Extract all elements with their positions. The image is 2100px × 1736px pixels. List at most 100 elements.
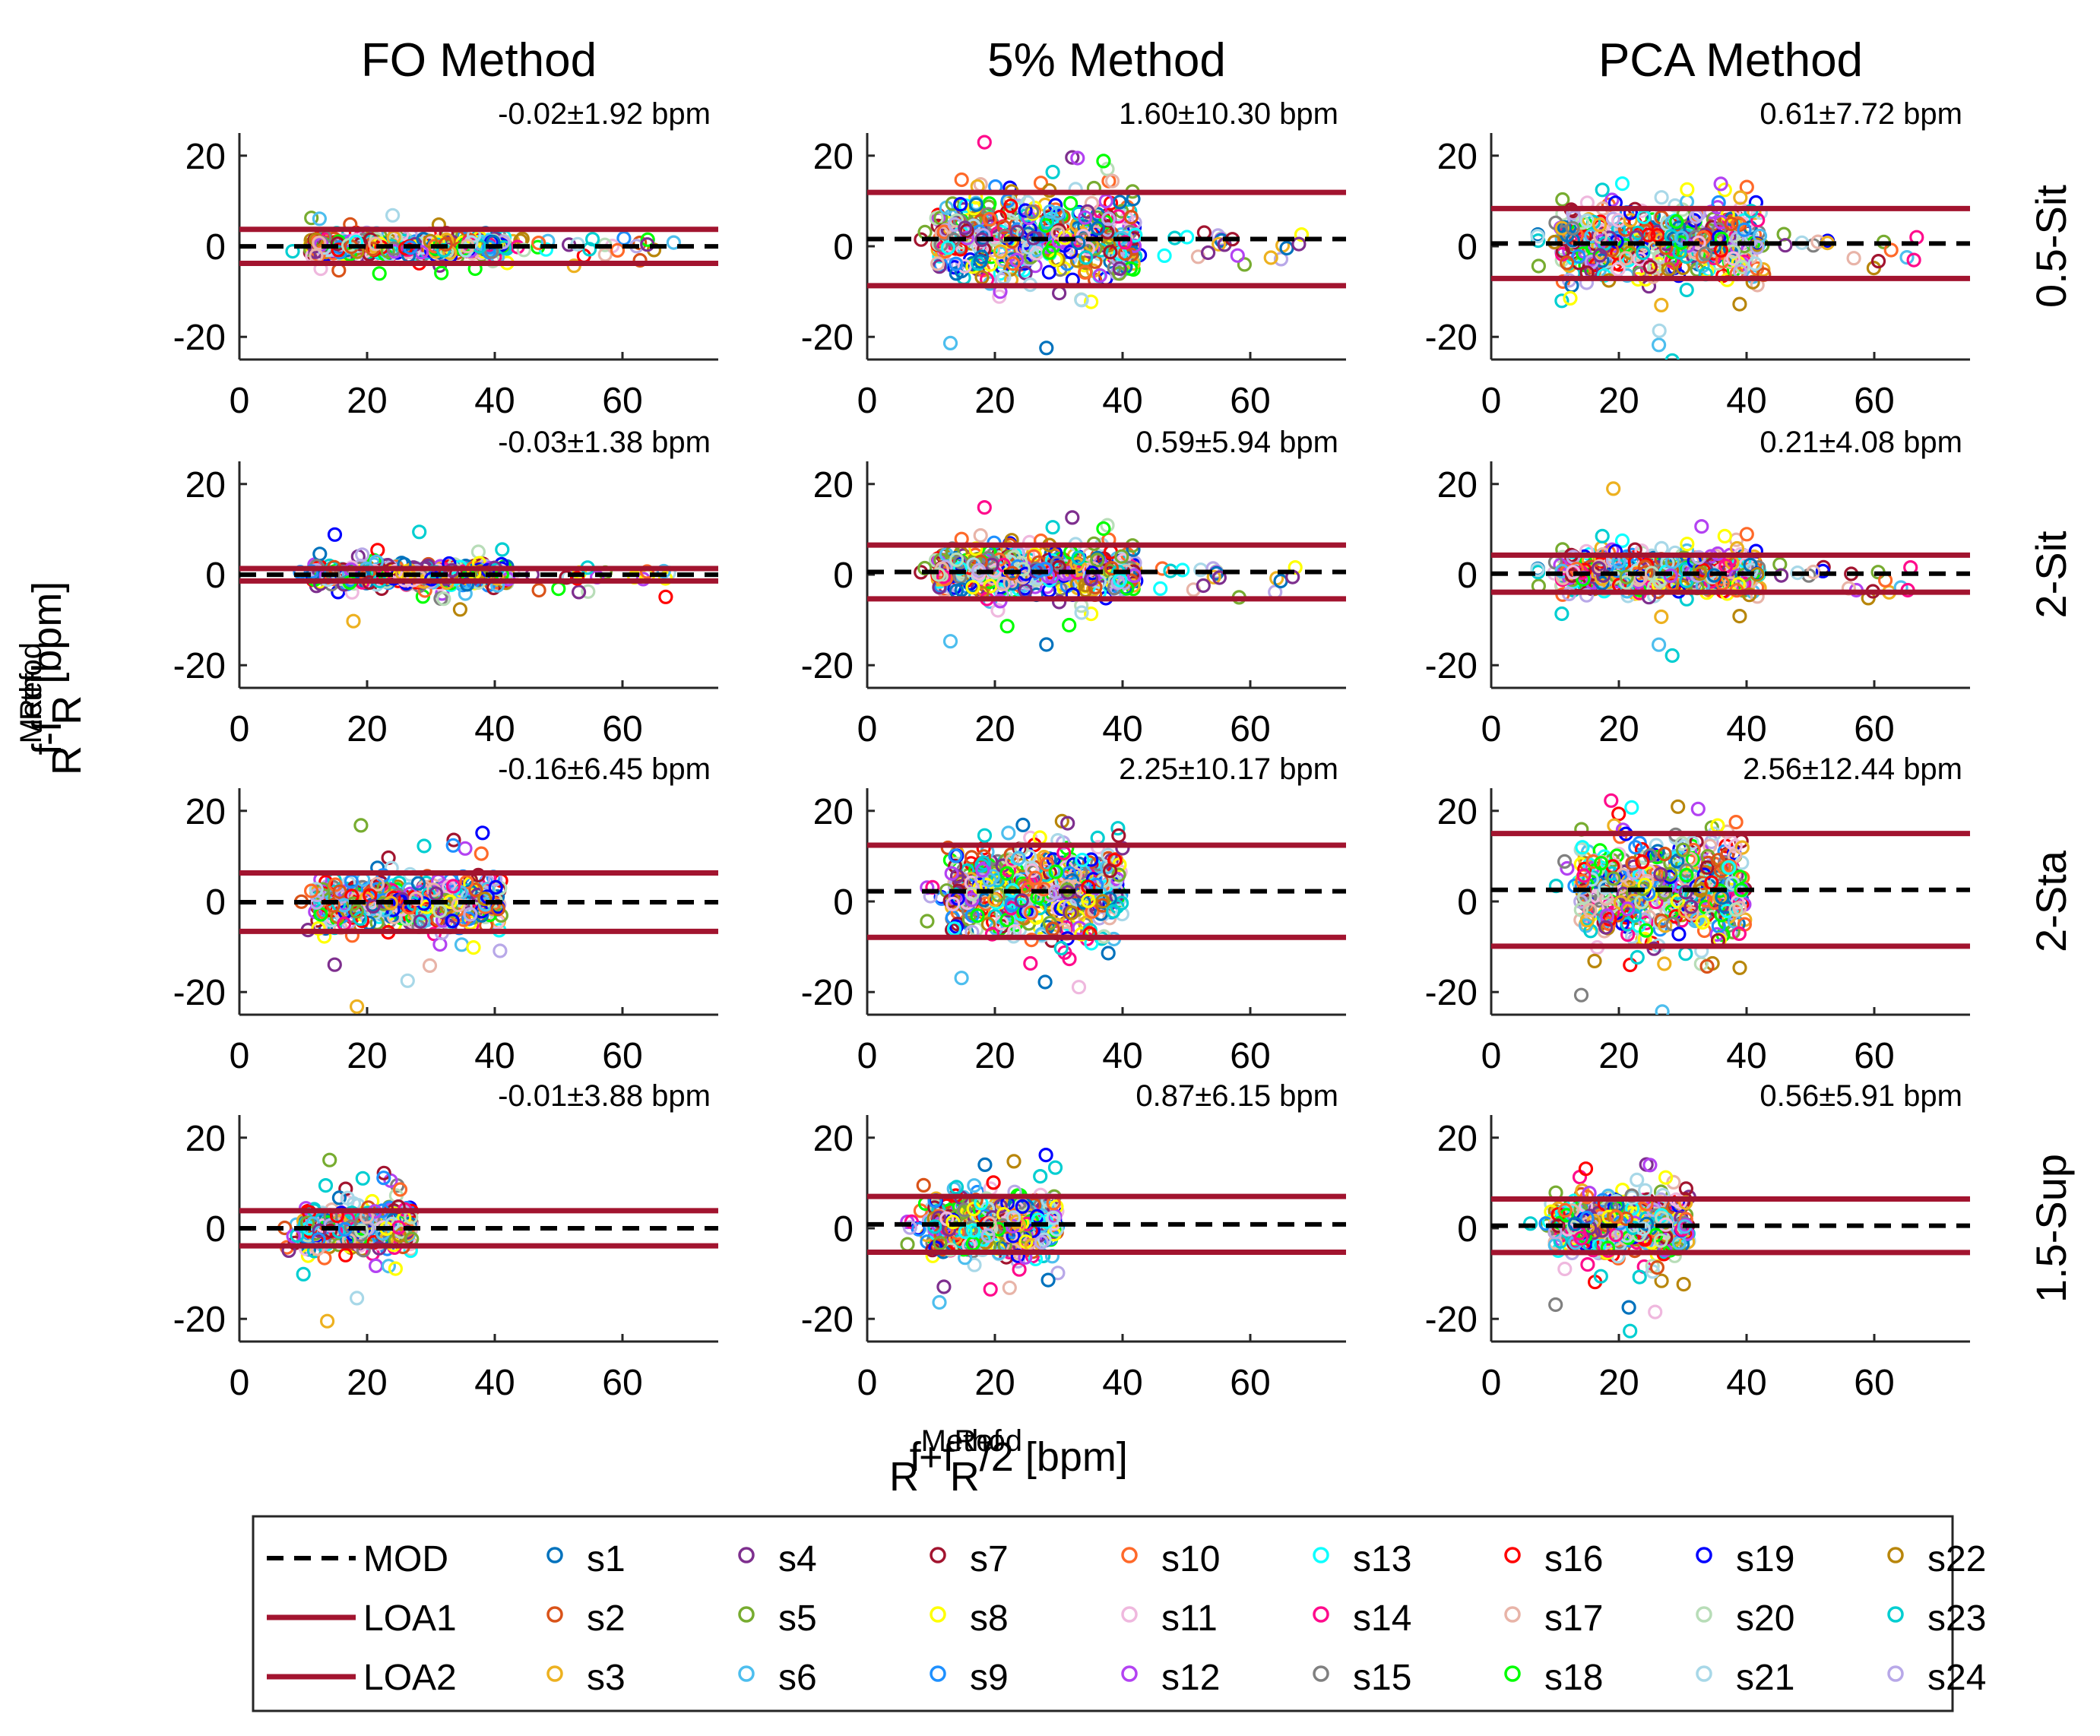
- point-s22: [452, 602, 468, 617]
- point-s17: [422, 958, 438, 974]
- point-s23: [1045, 164, 1060, 179]
- point-s13: [952, 561, 968, 576]
- point-s24: [463, 907, 478, 922]
- point-s5: [1675, 842, 1691, 857]
- point-s11: [945, 896, 961, 912]
- point-s4: [327, 957, 342, 972]
- point-s23: [976, 855, 991, 870]
- point-s3: [1263, 250, 1278, 265]
- point-s15: [1573, 987, 1589, 1003]
- y-tick-label: 20: [185, 137, 226, 177]
- point-s6: [312, 211, 327, 227]
- x-tick-label: 60: [1854, 1036, 1894, 1076]
- point-s21: [1530, 229, 1545, 244]
- point-s19: [953, 197, 968, 212]
- point-s21: [1584, 872, 1599, 887]
- point-s2: [1560, 255, 1575, 271]
- x-tick-label: 20: [974, 709, 1015, 749]
- point-s8: [1670, 894, 1685, 909]
- point-s1: [1015, 817, 1031, 833]
- point-s23: [353, 911, 368, 927]
- data-points: [285, 207, 682, 281]
- point-s19: [327, 527, 343, 542]
- point-s2: [632, 252, 648, 268]
- point-s12: [1694, 518, 1709, 534]
- point-s7: [1111, 828, 1126, 844]
- point-s15: [1751, 560, 1766, 575]
- point-s20: [432, 903, 448, 919]
- y-tick-label: 0: [833, 556, 854, 596]
- point-s19: [488, 879, 503, 895]
- data-points: [294, 818, 509, 1014]
- point-s23: [1110, 821, 1126, 836]
- point-s4: [1683, 899, 1699, 914]
- point-s4: [1678, 885, 1693, 900]
- y-tick-label: 20: [1437, 137, 1478, 177]
- point-s9: [1737, 222, 1752, 237]
- point-s24: [1579, 588, 1595, 603]
- point-s8: [965, 580, 980, 595]
- point-s14: [977, 499, 992, 515]
- point-s11: [1738, 204, 1753, 220]
- point-s21: [385, 207, 401, 223]
- point-s12: [435, 913, 451, 928]
- x-tick-label: 60: [1230, 381, 1270, 421]
- point-s17: [1684, 906, 1699, 921]
- point-s18: [1063, 195, 1079, 211]
- point-s4: [958, 220, 973, 236]
- point-s18: [982, 196, 997, 211]
- point-s23: [1664, 648, 1680, 664]
- x-tick-label: 60: [602, 1363, 642, 1403]
- point-s19: [1671, 268, 1687, 284]
- point-s10: [1006, 256, 1021, 271]
- point-s3: [1658, 918, 1673, 933]
- x-tick-label: 40: [1102, 709, 1142, 749]
- point-s20: [436, 591, 451, 607]
- point-s12: [975, 863, 990, 878]
- point-s23: [417, 838, 432, 854]
- point-s23: [1636, 246, 1651, 261]
- point-s6: [954, 971, 969, 986]
- point-s10: [639, 564, 655, 579]
- y-tick-label: 20: [813, 137, 854, 177]
- point-s23: [285, 244, 300, 259]
- point-s7: [446, 832, 461, 847]
- point-s10: [531, 236, 546, 251]
- point-s22: [1732, 296, 1747, 312]
- point-s13: [1614, 176, 1630, 192]
- point-s3: [1206, 569, 1221, 584]
- y-tick-label: 20: [1437, 465, 1478, 505]
- point-s22: [1017, 878, 1032, 894]
- point-s13: [1624, 800, 1639, 816]
- point-s4: [413, 914, 428, 929]
- point-s15: [1698, 246, 1713, 261]
- point-s20: [1100, 518, 1115, 533]
- y-tick-label: 20: [1437, 792, 1478, 832]
- point-s18: [999, 866, 1015, 881]
- point-s14: [1576, 868, 1592, 883]
- point-s4: [1051, 286, 1067, 301]
- point-s1: [974, 249, 990, 265]
- point-s3: [1654, 609, 1669, 625]
- point-s3: [1607, 116, 1620, 128]
- point-s3: [993, 244, 1008, 259]
- point-s24: [1730, 231, 1745, 246]
- point-s23: [296, 1266, 311, 1282]
- y-tick-label: -20: [173, 973, 226, 1013]
- point-s7: [1103, 245, 1118, 260]
- point-s5: [945, 196, 960, 211]
- point-s11: [1611, 261, 1626, 277]
- point-s4: [1616, 886, 1631, 901]
- y-tick-label: -20: [1425, 646, 1478, 686]
- point-s23: [1106, 904, 1121, 919]
- point-s16: [1635, 854, 1650, 870]
- point-s22: [1742, 588, 1757, 603]
- point-s24: [1626, 865, 1642, 880]
- point-s7: [1699, 860, 1715, 875]
- point-s22: [1661, 261, 1676, 277]
- point-s9: [949, 256, 964, 271]
- point-s5: [1090, 553, 1105, 568]
- y-tick-label: -20: [1425, 973, 1478, 1013]
- point-s10: [1878, 572, 1893, 588]
